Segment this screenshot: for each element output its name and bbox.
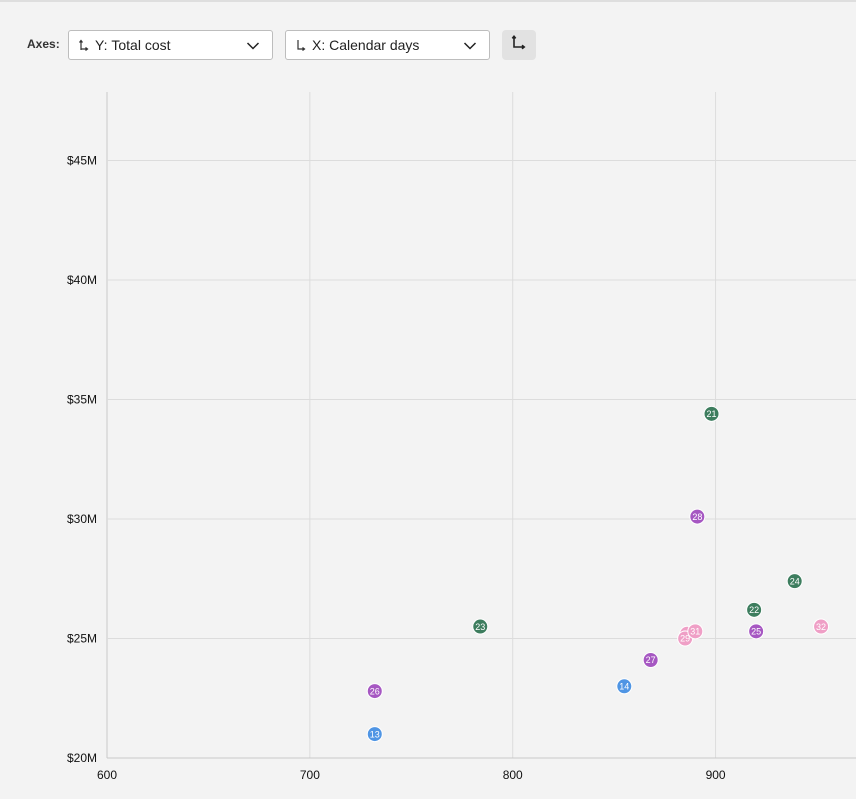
point-marker xyxy=(746,601,763,618)
axes-toolbar: Axes: Y: Total cost X: Calendar days xyxy=(0,0,856,90)
point-label: 24 xyxy=(790,576,800,586)
y-tick-label: $20M xyxy=(67,751,97,765)
y-tick-label: $40M xyxy=(67,273,97,287)
data-point: 31 xyxy=(687,623,704,640)
point-marker xyxy=(813,618,830,635)
x-tick-label: 800 xyxy=(503,768,523,782)
data-point: 25 xyxy=(748,623,765,640)
data-point: 24 xyxy=(786,573,803,590)
point-marker xyxy=(786,573,803,590)
swap-axes-button[interactable] xyxy=(502,30,536,60)
point-marker xyxy=(687,623,704,640)
data-point: 32 xyxy=(813,618,830,635)
data-point: 13 xyxy=(366,726,383,743)
point-marker xyxy=(689,508,706,525)
x-select-prefix: X: xyxy=(312,37,326,53)
y-tick-label: $35M xyxy=(67,393,97,407)
data-point: 28 xyxy=(689,508,706,525)
y-select-value: Total cost xyxy=(111,37,171,53)
swap-axes-icon xyxy=(511,34,527,56)
x-axis-select[interactable]: X: Calendar days xyxy=(285,30,490,60)
grid xyxy=(106,92,856,759)
x-tick-label: 600 xyxy=(97,768,117,782)
y-axis-icon xyxy=(79,39,89,51)
point-marker xyxy=(616,678,633,695)
x-tick-label: 700 xyxy=(300,768,320,782)
data-point: 26 xyxy=(366,683,383,700)
point-label: 22 xyxy=(749,605,759,615)
point-marker xyxy=(703,405,720,422)
point-label: 29 xyxy=(680,634,690,644)
point-label: 13 xyxy=(370,729,380,739)
point-marker xyxy=(366,726,383,743)
point-marker xyxy=(642,652,659,669)
x-axis-icon xyxy=(296,39,306,51)
data-point: 21 xyxy=(703,405,720,422)
point-marker xyxy=(748,623,765,640)
data-point: 22 xyxy=(746,601,763,618)
data-point: 27 xyxy=(642,652,659,669)
x-select-value: Calendar days xyxy=(329,37,420,53)
top-border xyxy=(0,0,856,2)
axes-label: Axes: xyxy=(27,37,60,51)
point-marker xyxy=(366,683,383,700)
y-select-prefix: Y: xyxy=(95,37,108,53)
data-point: 14 xyxy=(616,678,633,695)
y-axis-select[interactable]: Y: Total cost xyxy=(68,30,273,60)
tick-labels: 6007008009001,0001,1001,2001,300$20M$25M… xyxy=(67,154,726,783)
point-label: 23 xyxy=(475,622,485,632)
chevron-down-icon xyxy=(246,39,260,53)
point-marker xyxy=(472,618,489,635)
scatter-chart: 6007008009001,0001,1001,2001,300$20M$25M… xyxy=(67,92,856,783)
y-tick-label: $25M xyxy=(67,632,97,646)
point-label: 31 xyxy=(690,627,700,637)
y-tick-label: $30M xyxy=(67,512,97,526)
point-label: 28 xyxy=(692,512,702,522)
point-label: 32 xyxy=(816,622,826,632)
point-label: 27 xyxy=(646,655,656,665)
x-tick-label: 900 xyxy=(706,768,726,782)
data-point: 23 xyxy=(472,618,489,635)
point-label: 21 xyxy=(707,409,717,419)
point-label: 14 xyxy=(619,682,629,692)
data-points: 213383728242223323029312527142613 xyxy=(366,405,830,743)
point-label: 25 xyxy=(751,627,761,637)
chevron-down-icon xyxy=(463,39,477,53)
point-label: 26 xyxy=(370,686,380,696)
y-tick-label: $45M xyxy=(67,154,97,168)
